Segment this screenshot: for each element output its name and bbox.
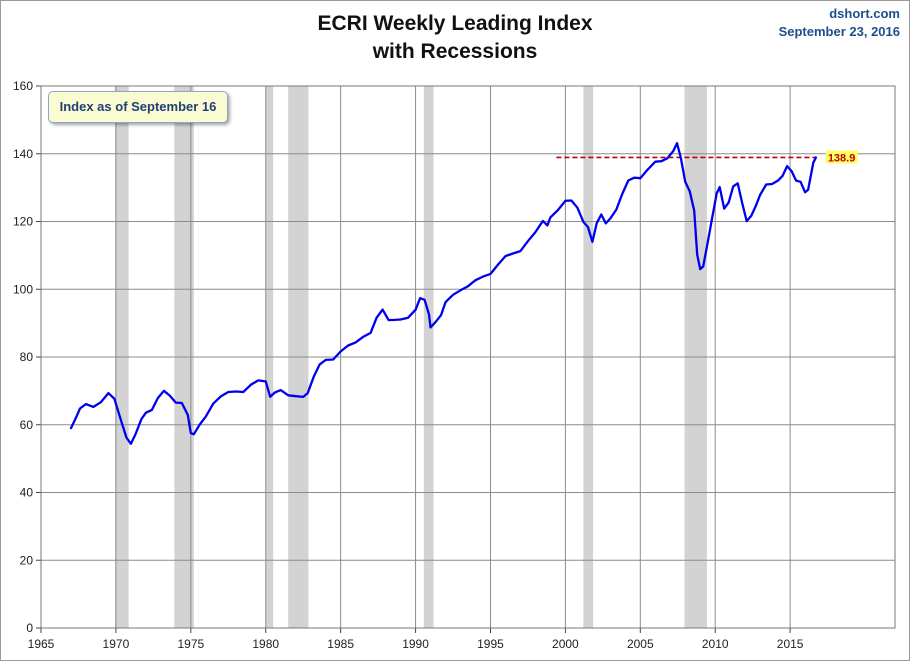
latest-value-label-bg <box>825 150 858 164</box>
x-tick-label-1980: 1980 <box>252 637 279 651</box>
x-tick-label-1985: 1985 <box>327 637 354 651</box>
credit-date: September 23, 2016 <box>778 24 900 39</box>
y-tick-label-60: 60 <box>20 418 34 432</box>
x-tick-label-2000: 2000 <box>552 637 579 651</box>
plot-area-border <box>40 85 896 629</box>
chart-title-line2: with Recessions <box>372 40 538 63</box>
y-tick-label-120: 120 <box>13 215 33 229</box>
y-tick-label-160: 160 <box>13 79 33 93</box>
x-tick-label-2005: 2005 <box>627 637 654 651</box>
y-tick-label-20: 20 <box>20 553 34 567</box>
latest-value-label: 138.9 <box>828 152 856 164</box>
x-tick-label-2010: 2010 <box>702 637 729 651</box>
y-tick-label-140: 140 <box>13 147 33 161</box>
x-tick-label-1970: 1970 <box>103 637 130 651</box>
x-tick-label-1965: 1965 <box>28 637 55 651</box>
y-tick-label-40: 40 <box>20 486 34 500</box>
x-tick-label-1975: 1975 <box>177 637 204 651</box>
index-date-note: Index as of September 16 <box>48 91 228 123</box>
series-line-1 <box>69 142 818 445</box>
x-tick-label-2015: 2015 <box>777 637 804 651</box>
y-tick-label-80: 80 <box>20 350 34 364</box>
y-tick-label-100: 100 <box>13 282 33 296</box>
chart-title-line1: ECRI Weekly Leading Index <box>317 12 593 35</box>
x-tick-label-1990: 1990 <box>402 637 429 651</box>
y-tick-label-0: 0 <box>26 621 33 635</box>
credit-site: dshort.com <box>829 6 900 21</box>
x-tick-label-1995: 1995 <box>477 637 504 651</box>
